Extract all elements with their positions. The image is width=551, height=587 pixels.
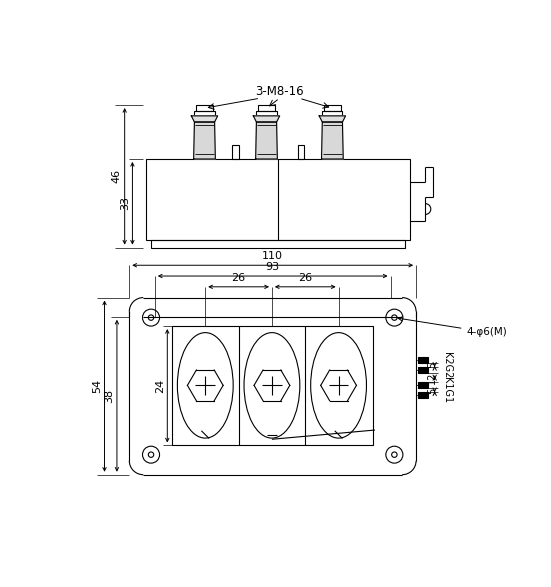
Polygon shape xyxy=(322,122,343,159)
Bar xyxy=(196,105,213,112)
Polygon shape xyxy=(256,122,277,159)
Text: 26: 26 xyxy=(231,273,246,283)
Text: 4-φ6(M): 4-φ6(M) xyxy=(398,317,507,338)
Text: 110: 110 xyxy=(262,251,283,261)
Bar xyxy=(418,357,428,363)
Bar xyxy=(147,159,410,240)
Text: 5: 5 xyxy=(427,362,437,368)
Text: K1G1: K1G1 xyxy=(442,377,452,403)
Bar xyxy=(418,367,428,373)
Bar xyxy=(418,382,428,389)
Polygon shape xyxy=(253,116,280,122)
Text: 93: 93 xyxy=(266,262,280,272)
Text: 46: 46 xyxy=(111,169,122,183)
Bar xyxy=(258,105,275,112)
Bar xyxy=(195,112,214,116)
Bar xyxy=(298,145,305,159)
Bar xyxy=(172,326,374,446)
Bar xyxy=(324,105,341,112)
Text: 5: 5 xyxy=(427,387,437,393)
Polygon shape xyxy=(319,116,345,122)
Text: 26: 26 xyxy=(298,273,312,283)
Text: 33: 33 xyxy=(120,196,130,210)
Text: K2G2: K2G2 xyxy=(442,352,452,378)
Bar xyxy=(151,240,405,248)
Text: 54: 54 xyxy=(92,379,102,393)
Bar xyxy=(256,112,277,116)
Text: 24: 24 xyxy=(155,379,165,393)
Polygon shape xyxy=(191,116,218,122)
Bar xyxy=(322,112,343,116)
Polygon shape xyxy=(193,122,215,159)
Bar xyxy=(233,145,239,159)
Text: 38: 38 xyxy=(105,389,115,403)
Bar xyxy=(418,392,428,399)
Text: 12: 12 xyxy=(427,372,437,384)
Text: 3-M8-16: 3-M8-16 xyxy=(255,86,304,99)
